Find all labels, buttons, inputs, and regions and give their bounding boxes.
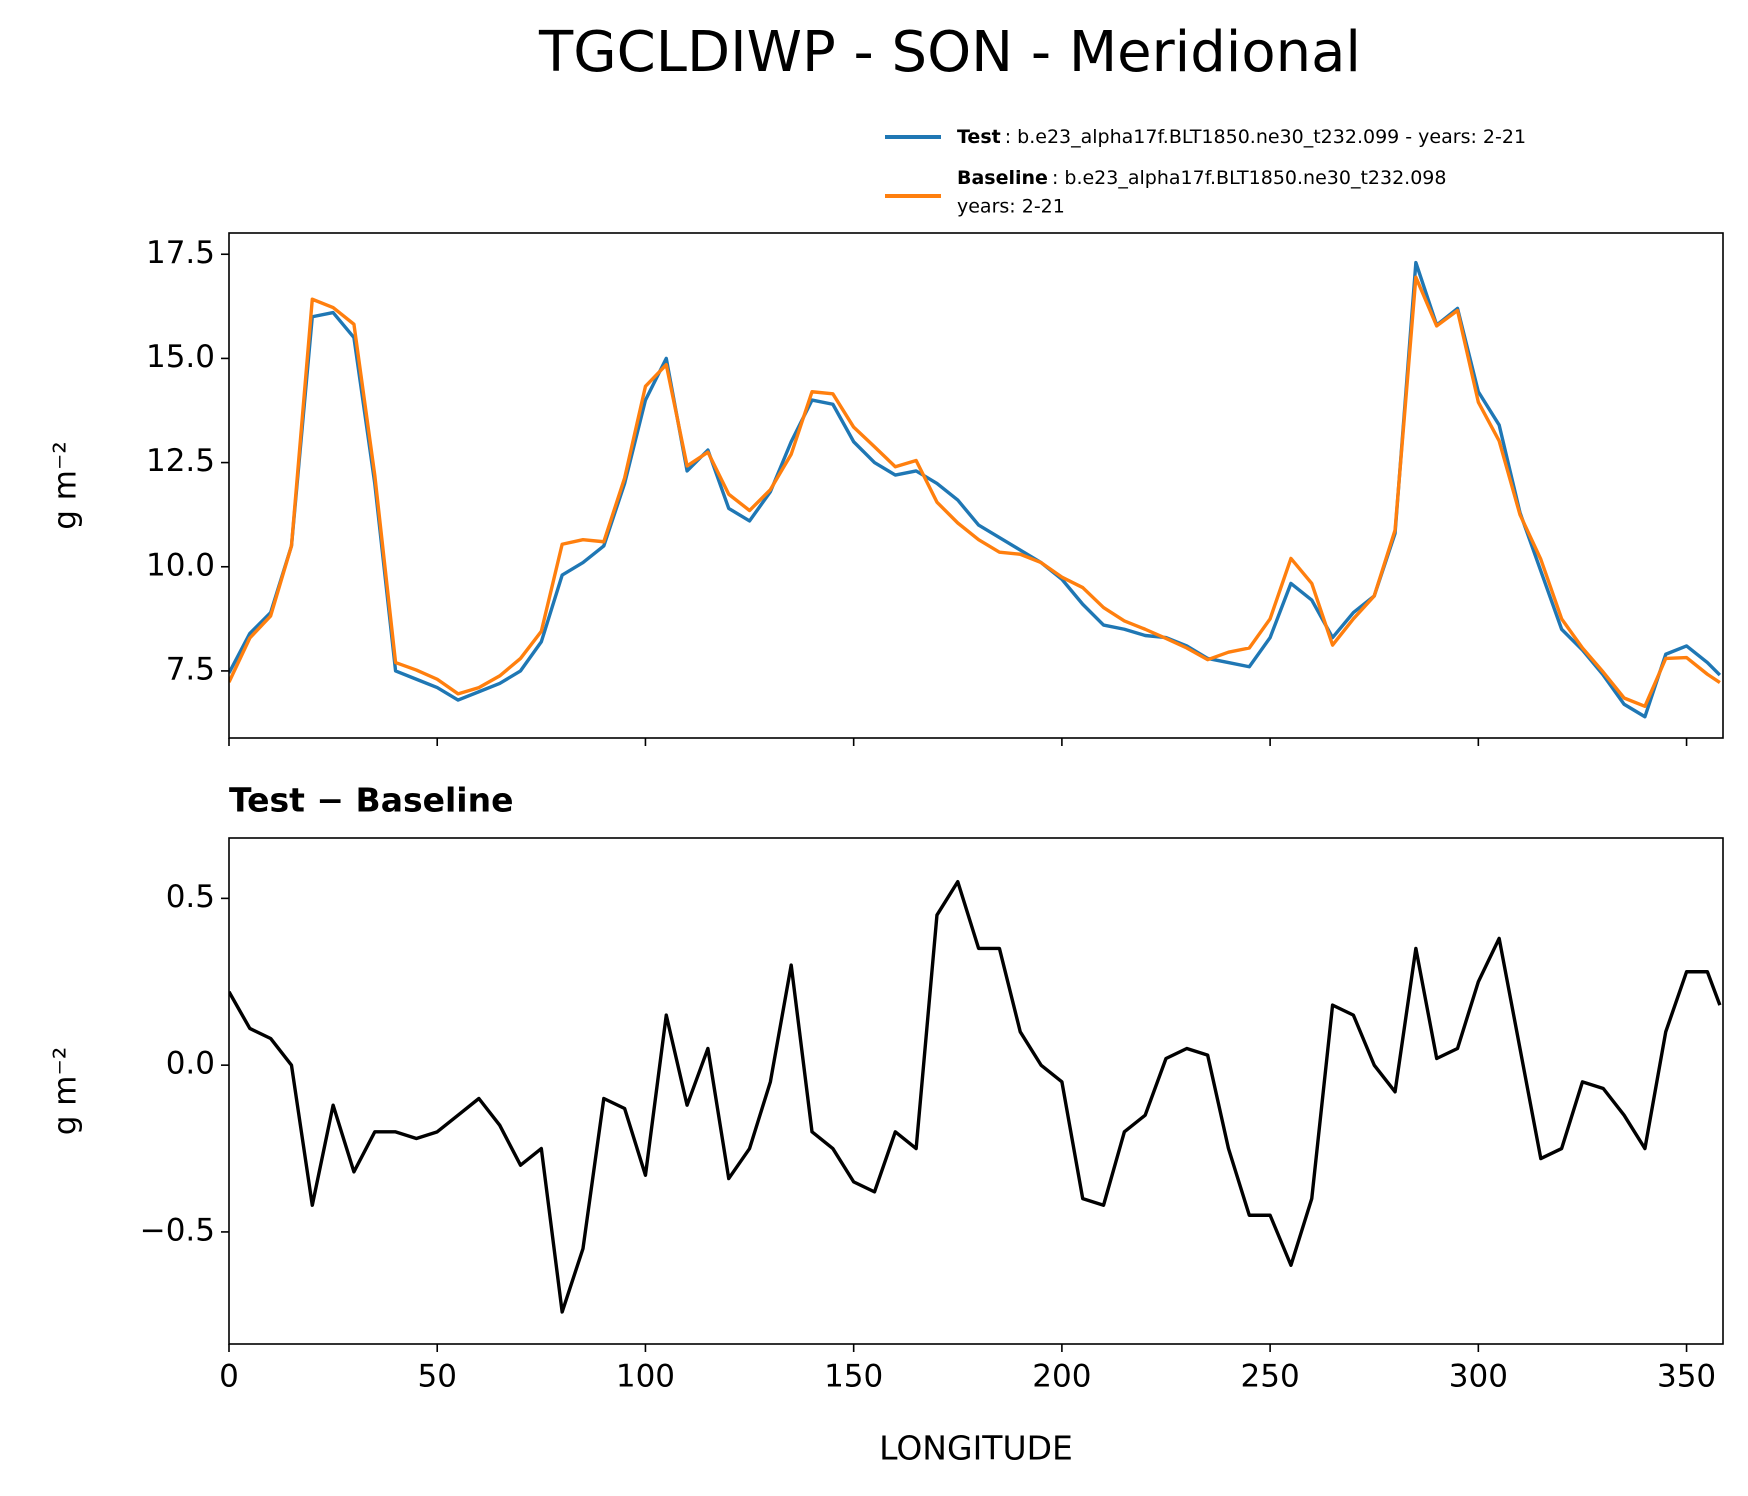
plot-frame xyxy=(228,232,1724,739)
y-axis-label: g m⁻² xyxy=(48,441,84,530)
y-tick-label: 15.0 xyxy=(146,339,215,375)
y-tick-label: 0.5 xyxy=(166,879,215,915)
legend-text: : b.e23_alpha17f.BLT1850.ne30_t232.098 xyxy=(1052,167,1447,189)
y-tick-label: 12.5 xyxy=(146,443,215,479)
y-tick-label: −0.5 xyxy=(140,1212,215,1248)
x-tick-label: 300 xyxy=(1449,1359,1508,1395)
y-tick-label: 7.5 xyxy=(166,651,215,687)
data-line xyxy=(229,260,1722,719)
data-line xyxy=(229,880,1722,1314)
x-tick-label: 150 xyxy=(824,1359,883,1395)
legend-label: Baseline: b.e23_alpha17f.BLT1850.ne30_t2… xyxy=(957,167,1446,189)
y-tick-label: 10.0 xyxy=(146,547,215,583)
data-line xyxy=(229,275,1721,709)
x-axis-label: LONGITUDE xyxy=(879,1429,1073,1468)
legend-text: years: 2-21 xyxy=(957,196,1065,218)
y-tick-label: 0.0 xyxy=(166,1046,215,1082)
figure-title: TGCLDIWP - SON - Meridional xyxy=(538,20,1361,85)
legend-label: Test: b.e23_alpha17f.BLT1850.ne30_t232.0… xyxy=(957,126,1526,148)
x-tick-label: 250 xyxy=(1241,1359,1300,1395)
y-tick-label: 17.5 xyxy=(146,235,215,271)
y-axis-label: g m⁻² xyxy=(48,1047,84,1136)
subplot-title: Test − Baseline xyxy=(229,781,514,820)
legend-text: : b.e23_alpha17f.BLT1850.ne30_t232.099 -… xyxy=(1005,126,1526,148)
x-tick-label: 100 xyxy=(616,1359,675,1395)
x-tick-label: 0 xyxy=(219,1359,239,1395)
x-tick-label: 350 xyxy=(1657,1359,1716,1395)
x-tick-label: 200 xyxy=(1032,1359,1091,1395)
x-tick-label: 50 xyxy=(417,1359,456,1395)
legend-name: Baseline xyxy=(957,167,1048,189)
plot-frame xyxy=(228,837,1724,1345)
legend-name: Test xyxy=(957,126,1001,148)
